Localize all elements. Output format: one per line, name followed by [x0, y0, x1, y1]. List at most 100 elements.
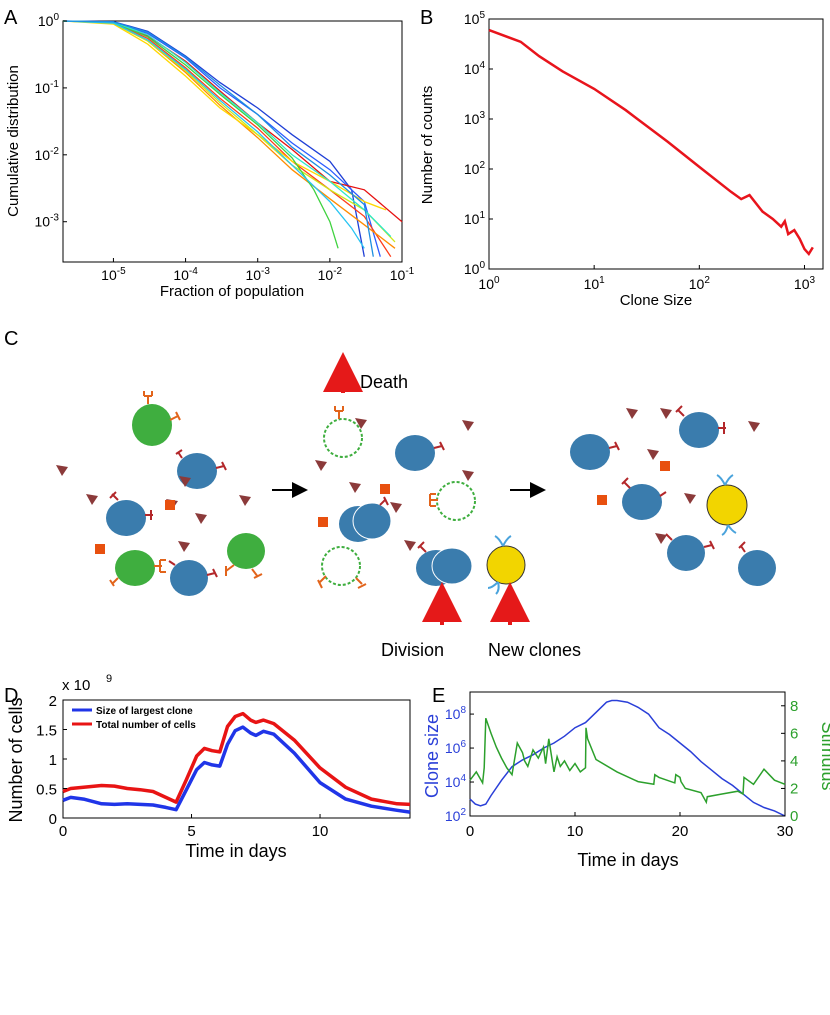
- panel-a-series: [62, 20, 403, 258]
- antigen-triangle: [56, 465, 68, 476]
- dying-cell: [321, 546, 361, 586]
- yellow-new-cell: [486, 545, 526, 585]
- legend-total-cells: Total number of cells: [96, 720, 196, 731]
- panel-b: B 100 101 102 103 100 101 102 103 104 105 Clone S…: [419, 7, 824, 309]
- panel-d-scale-exp: 9: [106, 673, 112, 685]
- antigen-triangle: [178, 541, 190, 552]
- antigen-triangle: [390, 502, 402, 513]
- panel-a-series-line-8: [62, 20, 392, 238]
- blue-cell: [667, 535, 705, 571]
- antigen-triangle: [626, 408, 638, 419]
- red-receptor-icon: [433, 441, 445, 451]
- panel-a: A 10-5 10-4 10-3 10-2 10-1 100 10-1 10-2 10-3 Fr…: [4, 7, 415, 300]
- antigen-square: [95, 544, 105, 554]
- panel-a-ytick-label: 10-2: [35, 146, 60, 163]
- panel-d-series-line-1: [62, 711, 411, 807]
- panel-e-series: [469, 699, 786, 817]
- antigen-triangle: [655, 533, 667, 544]
- blue-cell: [679, 412, 719, 448]
- panel-a-label: A: [4, 7, 18, 29]
- panel-b-ytick-label: 103: [464, 110, 486, 127]
- panel-e-ytick-left-label: 106: [445, 739, 467, 756]
- green-cell: [227, 533, 265, 569]
- panel-a-series-line-0: [62, 20, 365, 257]
- panel-b-xtick-label: 100: [478, 275, 500, 292]
- yellow-new-cell: [706, 484, 748, 526]
- panel-a-xtick-label: 10-4: [173, 266, 198, 283]
- panel-a-xtick-label: 10-3: [245, 266, 270, 283]
- blue-cell: [570, 434, 610, 470]
- panel-d-ytick-label: 1: [49, 752, 57, 769]
- blue-cell: [738, 550, 776, 586]
- dying-cell: [436, 481, 476, 521]
- panel-b-xtick-label: 101: [584, 275, 606, 292]
- blue-cell: [622, 484, 662, 520]
- panel-b-ylabel: Number of counts: [419, 86, 436, 204]
- panel-a-ylabel: Cumulative distribution: [5, 65, 22, 217]
- blue-receptor-icon: [487, 581, 500, 595]
- antigen-triangle: [748, 421, 760, 432]
- antigen-triangle: [684, 493, 696, 504]
- panel-a-series-line-3: [62, 20, 392, 258]
- red-receptor-icon: [675, 405, 685, 417]
- antigen-triangle: [462, 470, 474, 481]
- panel-b-series: [488, 28, 814, 256]
- panel-e-xtick-label: 10: [567, 823, 584, 840]
- panel-d-ylabel: Number of cells: [6, 697, 26, 822]
- panel-b-ytick-label: 104: [464, 60, 486, 77]
- panel-a-ticks: 10-5 10-4 10-3 10-2 10-1 100 10-1 10-2 10-3: [35, 12, 415, 283]
- panel-e-label: E: [432, 685, 445, 707]
- orange-receptor-icon: [225, 564, 235, 576]
- panel-b-xtick-label: 103: [794, 275, 816, 292]
- antigen-triangle: [462, 420, 474, 431]
- panel-e-ytick-left-label: 102: [445, 807, 467, 824]
- blue-receptor-icon: [721, 524, 737, 536]
- panel-d-scale-note: x 10: [62, 677, 90, 694]
- orange-receptor-icon: [355, 577, 367, 589]
- orange-receptor-icon: [251, 568, 263, 579]
- panel-e-series-line-1: [469, 717, 786, 805]
- panel-d-label: D: [4, 685, 18, 707]
- red-receptor-icon: [175, 449, 183, 459]
- orange-receptor-icon: [169, 411, 181, 421]
- panel-e-xtick-label: 20: [672, 823, 689, 840]
- panel-b-ytick-label: 102: [464, 160, 486, 177]
- panel-c: C Death: [4, 328, 776, 660]
- panel-e-ticks: 0 10 20 30 102 104 106 108 0 2 4 6 8: [445, 698, 798, 840]
- panel-c-label: C: [4, 328, 18, 350]
- panel-d-xlabel: Time in days: [185, 841, 286, 861]
- panel-b-ytick-label: 105: [464, 10, 486, 27]
- orange-receptor-icon: [317, 575, 327, 589]
- antigen-triangle: [195, 513, 207, 524]
- red-receptor-icon: [417, 541, 427, 553]
- antigen-triangle: [404, 540, 416, 551]
- panel-a-series-line-6: [62, 20, 396, 243]
- blue-cell: [352, 502, 392, 540]
- panel-e-xtick-label: 0: [466, 823, 474, 840]
- panel-a-ytick-label: 10-1: [35, 79, 60, 96]
- panel-a-series-line-4: [62, 20, 396, 249]
- blue-cell: [431, 547, 473, 585]
- panel-a-series-line-1: [62, 20, 381, 257]
- panel-e-ytick-left-label: 108: [445, 705, 467, 722]
- blue-cell: [170, 560, 208, 596]
- panel-a-ytick-label: 10-3: [35, 213, 60, 230]
- antigen-triangle: [179, 476, 191, 487]
- orange-receptor-icon: [143, 391, 153, 404]
- orange-receptor-icon: [109, 577, 119, 587]
- red-receptor-icon: [608, 441, 620, 451]
- panel-e-frame: [469, 691, 786, 817]
- panel-d-ytick-label: 0: [49, 811, 57, 828]
- cell-group-middle: [315, 406, 526, 595]
- panel-d-ticks: 0 5 10 0 0.5 1 1.5 2: [36, 693, 328, 840]
- panel-a-series-line-7: [62, 20, 339, 249]
- antigen-triangle: [349, 482, 361, 493]
- antigen-triangle: [86, 494, 98, 505]
- antigen-triangle: [647, 449, 659, 460]
- panel-b-frame: [488, 18, 824, 270]
- red-receptor-icon: [621, 477, 631, 489]
- panel-e-series-line-0: [469, 699, 786, 817]
- panel-a-xlabel: Fraction of population: [160, 283, 304, 300]
- panel-e-ylabel-right: Stimulus: [818, 721, 830, 790]
